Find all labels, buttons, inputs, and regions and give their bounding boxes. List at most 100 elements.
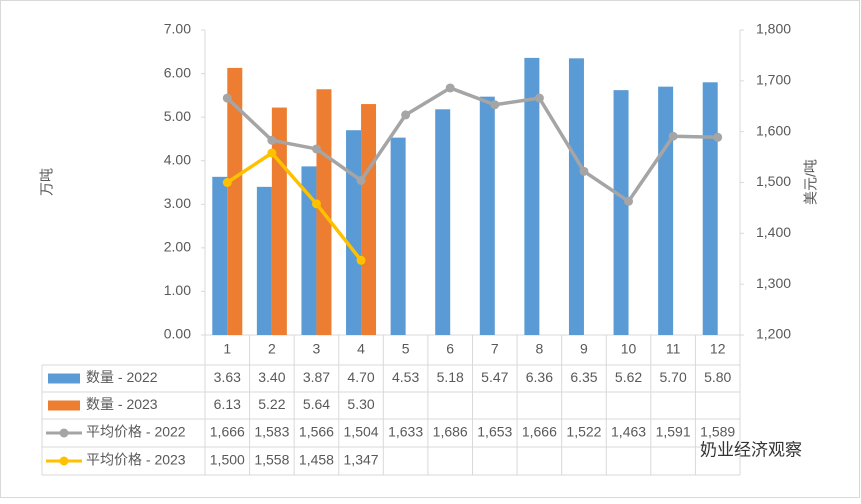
bar	[613, 90, 629, 335]
table-value: 1,558	[254, 452, 289, 468]
x-tick-label: 7	[491, 341, 499, 357]
line-marker	[445, 83, 455, 93]
x-tick-label: 9	[580, 341, 588, 357]
legend-label: 平均价格 - 2023	[86, 452, 186, 468]
legend-swatch	[59, 428, 69, 438]
y-tick-label: 0.00	[164, 326, 191, 342]
watermark: 奶业经济观察	[700, 440, 802, 459]
line	[226, 151, 363, 262]
x-tick-label: 4	[357, 341, 365, 357]
legend-label: 平均价格 - 2022	[86, 424, 186, 440]
bar	[568, 58, 584, 335]
line-marker	[490, 100, 500, 110]
table-value: 1,589	[700, 424, 735, 440]
table-value: 1,666	[522, 424, 557, 440]
y-tick-label: 7.00	[164, 21, 191, 37]
line-marker	[668, 131, 678, 141]
line-marker	[222, 178, 232, 187]
legend-swatch	[48, 373, 80, 384]
table-value: 5.70	[660, 369, 687, 385]
x-tick-label: 6	[446, 341, 454, 357]
bar	[227, 67, 243, 336]
line-marker	[311, 199, 321, 209]
table-value: 6.36	[526, 369, 553, 385]
y-tick-label: 1.00	[164, 282, 191, 298]
y2-tick-label: 1,500	[756, 173, 791, 189]
table-value: 5.18	[437, 369, 464, 385]
y2-tick-label: 1,700	[756, 72, 791, 88]
y-tick-label: 2.00	[164, 239, 191, 255]
bar	[256, 186, 272, 335]
table-value: 1,522	[566, 424, 601, 440]
table-value: 3.87	[303, 369, 330, 385]
bar	[524, 57, 540, 336]
table-value: 1,504	[344, 424, 379, 440]
y2-tick-label: 1,400	[756, 224, 791, 240]
line-marker	[267, 148, 277, 158]
line-marker	[222, 93, 232, 103]
x-tick-label: 12	[710, 341, 726, 357]
bar	[658, 86, 674, 336]
table-value: 6.35	[570, 369, 597, 385]
x-tick-label: 8	[535, 341, 543, 357]
x-tick-label: 1	[223, 341, 231, 357]
table-value: 5.62	[615, 369, 642, 385]
x-tick-label: 2	[268, 341, 276, 357]
table-value: 5.64	[303, 396, 330, 412]
table-value: 1,666	[210, 424, 245, 440]
y2-tick-label: 1,300	[756, 275, 791, 291]
line-marker	[401, 110, 411, 120]
table-value: 5.80	[704, 369, 731, 385]
bar	[702, 82, 718, 336]
line-marker	[356, 175, 366, 185]
table-value: 1,591	[656, 424, 691, 440]
bar	[301, 166, 317, 335]
table-value: 3.63	[214, 369, 241, 385]
table-value: 4.53	[392, 369, 419, 385]
table-value: 5.47	[481, 369, 508, 385]
table-value: 1,686	[433, 424, 468, 440]
table-value: 4.70	[347, 369, 374, 385]
line-marker	[579, 166, 589, 176]
table-value: 1,458	[299, 452, 334, 468]
y2-tick-label: 1,600	[756, 122, 791, 138]
line-marker	[311, 144, 321, 154]
table-value: 1,463	[611, 424, 646, 440]
line-marker	[624, 196, 634, 206]
line-marker	[356, 255, 366, 265]
line-marker	[534, 93, 544, 103]
line-marker	[267, 135, 277, 145]
table-value: 1,583	[254, 424, 289, 440]
y-axis-title: 万吨	[39, 168, 55, 196]
line-marker	[713, 132, 723, 142]
bar	[346, 130, 362, 335]
bar	[435, 109, 451, 335]
legend-label: 数量 - 2023	[86, 396, 158, 412]
bar	[390, 137, 406, 335]
table-value: 1,500	[210, 452, 245, 468]
table-value: 1,347	[344, 452, 379, 468]
legend-label: 数量 - 2022	[86, 369, 158, 385]
y-tick-label: 4.00	[164, 151, 191, 167]
bar	[479, 96, 495, 336]
table-value: 1,653	[477, 424, 512, 440]
x-tick-label: 11	[666, 341, 681, 357]
y-tick-label: 6.00	[164, 64, 191, 80]
table-value: 1,633	[388, 424, 423, 440]
y2-tick-label: 1,200	[756, 326, 791, 342]
y-tick-label: 5.00	[164, 108, 191, 124]
x-tick-label: 3	[313, 341, 321, 357]
table-value: 3.40	[258, 369, 285, 385]
x-tick-label: 5	[402, 341, 410, 357]
table-value: 6.13	[214, 396, 241, 412]
x-tick-label: 10	[621, 341, 637, 357]
table-value: 1,566	[299, 424, 334, 440]
y-tick-label: 3.00	[164, 195, 191, 211]
legend-swatch	[59, 456, 69, 466]
y2-tick-label: 1,800	[756, 21, 791, 37]
y2-axis-title: 美元/吨	[803, 159, 819, 205]
bar	[212, 176, 228, 335]
line	[226, 86, 718, 204]
table-value: 5.22	[258, 396, 285, 412]
